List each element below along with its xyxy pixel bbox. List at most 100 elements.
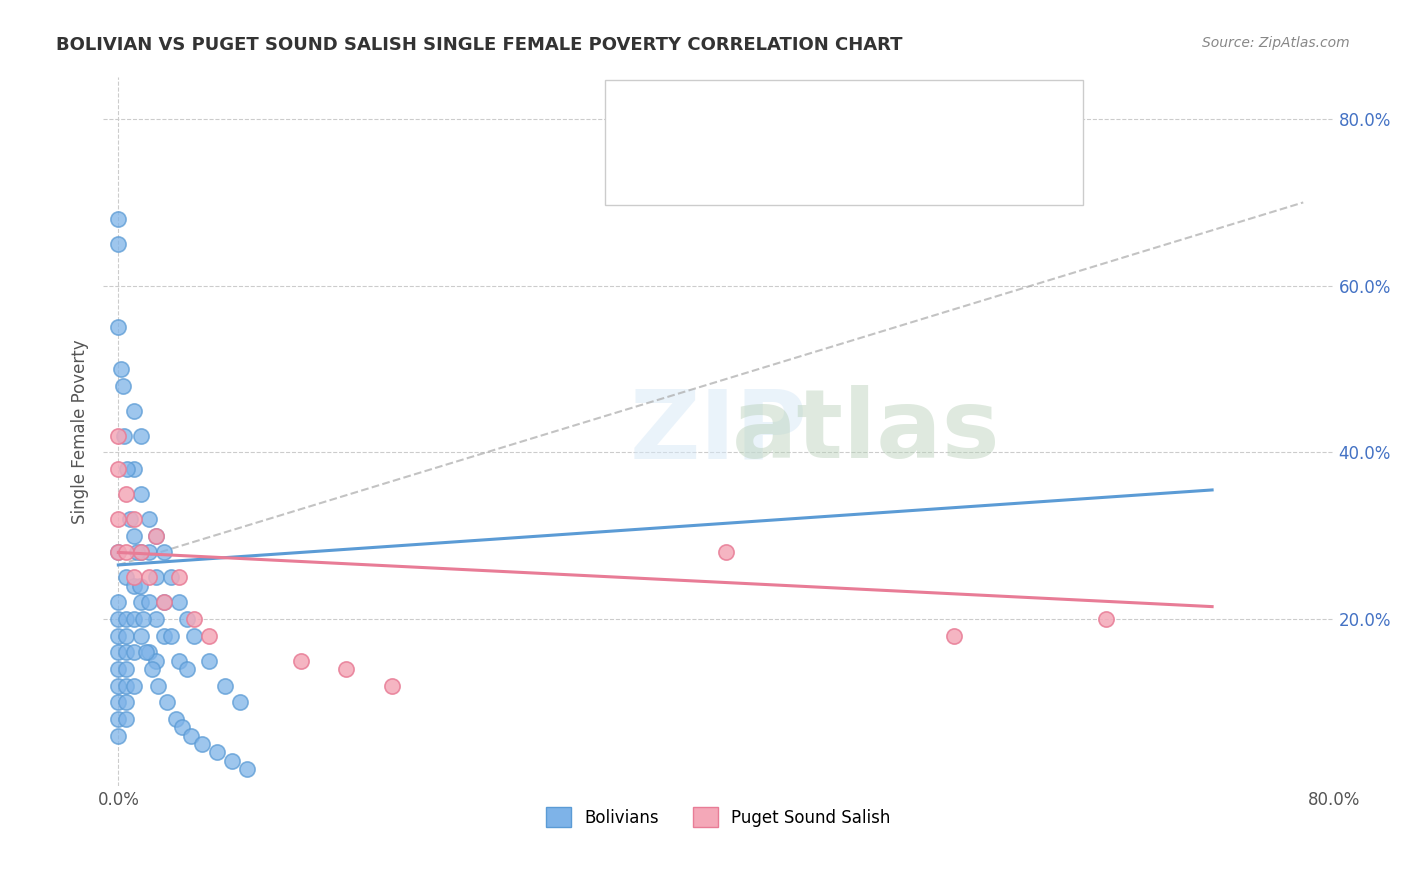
Bolivians xyxy=(172,721,194,735)
Bolivians xyxy=(107,545,129,559)
Bolivians xyxy=(205,746,228,760)
Bolivians xyxy=(165,712,187,726)
Bolivians xyxy=(120,512,142,526)
Bolivians xyxy=(115,662,138,676)
Puget Sound Salish xyxy=(381,679,404,693)
Bolivians xyxy=(107,645,129,659)
Text: Source: ZipAtlas.com: Source: ZipAtlas.com xyxy=(1202,36,1350,50)
Bolivians xyxy=(115,696,138,710)
Puget Sound Salish xyxy=(198,629,221,643)
Bolivians xyxy=(107,237,129,252)
Puget Sound Salish xyxy=(107,545,129,559)
Text: N =: N = xyxy=(837,103,870,120)
Bolivians xyxy=(145,612,167,626)
Puget Sound Salish xyxy=(183,612,205,626)
Puget Sound Salish xyxy=(138,570,160,584)
Bolivians xyxy=(141,662,163,676)
Bolivians xyxy=(145,654,167,668)
Bolivians xyxy=(221,754,243,768)
Bolivians xyxy=(138,545,160,559)
Puget Sound Salish xyxy=(942,629,965,643)
Bolivians xyxy=(122,612,145,626)
Bolivians xyxy=(129,487,152,501)
Bolivians xyxy=(115,645,138,659)
Bolivians xyxy=(180,729,202,743)
Puget Sound Salish xyxy=(167,570,190,584)
Puget Sound Salish xyxy=(122,570,145,584)
Bolivians xyxy=(160,629,183,643)
Text: -0.127: -0.127 xyxy=(731,149,796,167)
Puget Sound Salish xyxy=(129,545,152,559)
Bolivians xyxy=(115,629,138,643)
Bolivians xyxy=(145,570,167,584)
Bolivians xyxy=(229,696,252,710)
Bolivians xyxy=(111,378,134,392)
Bolivians xyxy=(128,579,150,593)
Bolivians xyxy=(129,595,152,609)
Bolivians xyxy=(115,712,138,726)
Bolivians xyxy=(176,612,198,626)
Bolivians xyxy=(107,612,129,626)
Bolivians xyxy=(167,595,190,609)
Bolivians xyxy=(122,679,145,693)
Bolivians xyxy=(214,679,236,693)
Bolivians xyxy=(129,429,152,443)
Text: N =: N = xyxy=(837,149,870,167)
Bolivians xyxy=(129,545,152,559)
Bolivians xyxy=(107,595,129,609)
Bolivians xyxy=(107,629,129,643)
Bolivians xyxy=(122,404,145,418)
Bolivians xyxy=(138,512,160,526)
Text: BOLIVIAN VS PUGET SOUND SALISH SINGLE FEMALE POVERTY CORRELATION CHART: BOLIVIAN VS PUGET SOUND SALISH SINGLE FE… xyxy=(56,36,903,54)
Bolivians xyxy=(122,579,145,593)
Puget Sound Salish xyxy=(115,545,138,559)
Bolivians xyxy=(183,629,205,643)
Bolivians xyxy=(153,629,176,643)
Puget Sound Salish xyxy=(107,462,129,476)
Text: atlas: atlas xyxy=(731,385,1000,478)
Bolivians xyxy=(115,612,138,626)
Bolivians xyxy=(135,645,157,659)
Puget Sound Salish xyxy=(290,654,312,668)
Puget Sound Salish xyxy=(122,512,145,526)
Bolivians xyxy=(138,645,160,659)
Legend: Bolivians, Puget Sound Salish: Bolivians, Puget Sound Salish xyxy=(540,800,897,834)
Bolivians xyxy=(153,545,176,559)
Bolivians xyxy=(107,679,129,693)
Puget Sound Salish xyxy=(115,487,138,501)
Bolivians xyxy=(107,662,129,676)
Text: 73: 73 xyxy=(886,103,911,120)
Y-axis label: Single Female Poverty: Single Female Poverty xyxy=(72,339,89,524)
Bolivians xyxy=(129,629,152,643)
Text: 0.120: 0.120 xyxy=(731,103,787,120)
Bolivians xyxy=(115,679,138,693)
Bolivians xyxy=(107,696,129,710)
Puget Sound Salish xyxy=(1094,612,1116,626)
Bolivians xyxy=(153,595,176,609)
Puget Sound Salish xyxy=(153,595,176,609)
Bolivians xyxy=(112,429,135,443)
Puget Sound Salish xyxy=(145,529,167,543)
Bolivians xyxy=(107,320,129,334)
Puget Sound Salish xyxy=(335,662,357,676)
Bolivians xyxy=(176,662,198,676)
Bolivians xyxy=(156,696,179,710)
Text: R =: R = xyxy=(678,149,711,167)
Text: R =: R = xyxy=(678,103,711,120)
Bolivians xyxy=(107,729,129,743)
Bolivians xyxy=(122,462,145,476)
Bolivians xyxy=(122,529,145,543)
Bolivians xyxy=(115,570,138,584)
Bolivians xyxy=(122,645,145,659)
Bolivians xyxy=(145,529,167,543)
Bolivians xyxy=(146,679,169,693)
Bolivians xyxy=(236,762,259,776)
Text: ZIP: ZIP xyxy=(630,385,807,478)
Bolivians xyxy=(117,462,139,476)
Bolivians xyxy=(167,654,190,668)
Bolivians xyxy=(160,570,183,584)
Bolivians xyxy=(107,212,129,227)
Bolivians xyxy=(191,737,214,751)
Bolivians xyxy=(125,545,148,559)
Bolivians xyxy=(107,712,129,726)
